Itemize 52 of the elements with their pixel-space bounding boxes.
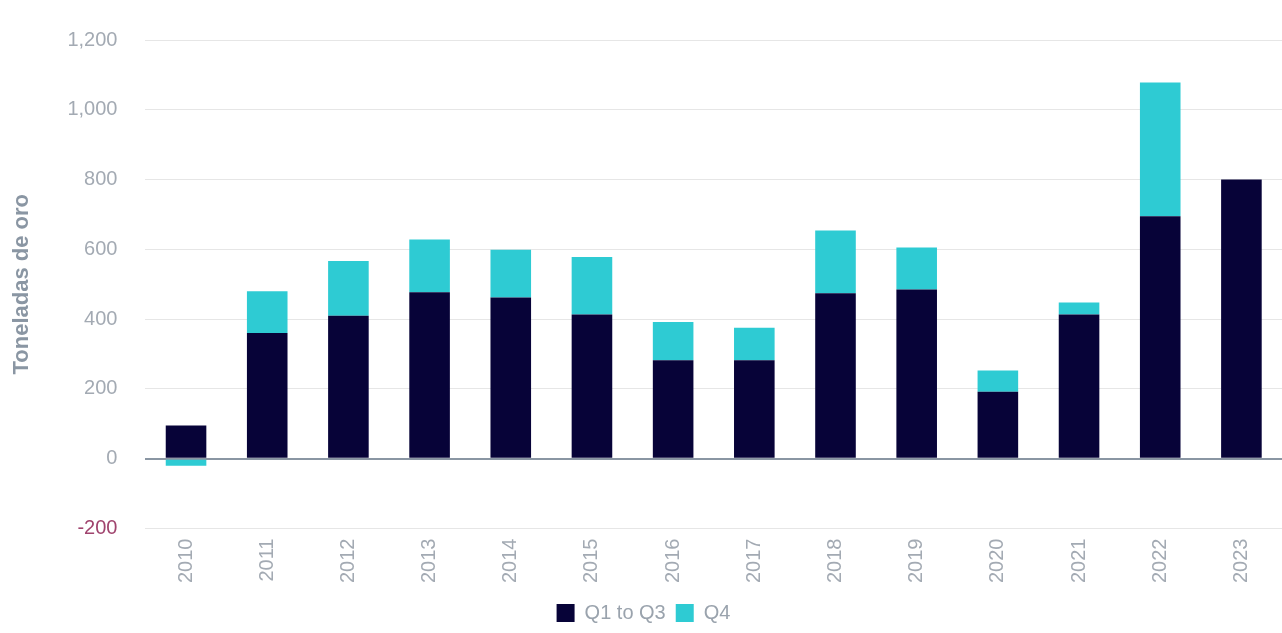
bar bbox=[1058, 302, 1100, 315]
x-tick-label: 2022 bbox=[1147, 538, 1170, 584]
legend-label: Q1 to Q3 bbox=[584, 600, 666, 623]
x-tick-label: 2012 bbox=[335, 538, 358, 584]
y-tick-label: 1,200 bbox=[67, 27, 118, 50]
bar bbox=[165, 459, 207, 466]
bar bbox=[165, 425, 207, 458]
bar bbox=[328, 260, 369, 316]
x-tick-label: 2021 bbox=[1066, 538, 1089, 584]
bar bbox=[815, 293, 856, 458]
bar bbox=[490, 249, 532, 298]
y-tick-label: 400 bbox=[84, 306, 118, 329]
x-tick-label: 2019 bbox=[904, 538, 927, 584]
legend-label: Q4 bbox=[703, 600, 731, 623]
y-tick-label: 200 bbox=[84, 376, 118, 399]
bar bbox=[409, 292, 450, 458]
y-tick-label: 600 bbox=[84, 236, 118, 259]
bar bbox=[734, 327, 775, 361]
bar bbox=[815, 230, 856, 294]
bar bbox=[896, 289, 937, 458]
bar bbox=[652, 321, 694, 361]
x-tick-label: 2010 bbox=[173, 538, 196, 584]
y-tick-label: 0 bbox=[106, 446, 118, 469]
bar bbox=[246, 333, 288, 458]
bar bbox=[652, 360, 694, 458]
y-tick-label: 1,000 bbox=[67, 97, 118, 120]
bar bbox=[409, 239, 450, 293]
bar bbox=[246, 291, 288, 334]
y-axis-title: Toneladas de oro bbox=[8, 194, 34, 375]
bar bbox=[490, 297, 532, 458]
bar bbox=[1139, 82, 1181, 217]
bar bbox=[571, 257, 613, 315]
y-tick-label: -200 bbox=[77, 516, 118, 539]
x-tick-label: 2023 bbox=[1228, 538, 1251, 584]
bar bbox=[734, 360, 775, 458]
x-tick-label: 2016 bbox=[660, 538, 683, 584]
bar bbox=[977, 391, 1019, 458]
bar bbox=[571, 314, 613, 458]
x-tick-label: 2017 bbox=[741, 538, 764, 584]
x-tick-label: 2015 bbox=[579, 538, 602, 584]
x-tick-label: 2014 bbox=[498, 538, 521, 584]
bar bbox=[1139, 216, 1181, 458]
x-tick-label: 2013 bbox=[417, 538, 440, 584]
x-tick-label: 2020 bbox=[985, 538, 1008, 584]
y-tick-label: 800 bbox=[84, 167, 118, 190]
bar bbox=[977, 370, 1019, 392]
x-tick-label: 2018 bbox=[823, 538, 846, 584]
bar bbox=[328, 315, 369, 458]
bar bbox=[1058, 314, 1100, 458]
bar bbox=[896, 247, 937, 290]
bar bbox=[1221, 179, 1262, 458]
x-tick-label: 2011 bbox=[254, 538, 277, 582]
